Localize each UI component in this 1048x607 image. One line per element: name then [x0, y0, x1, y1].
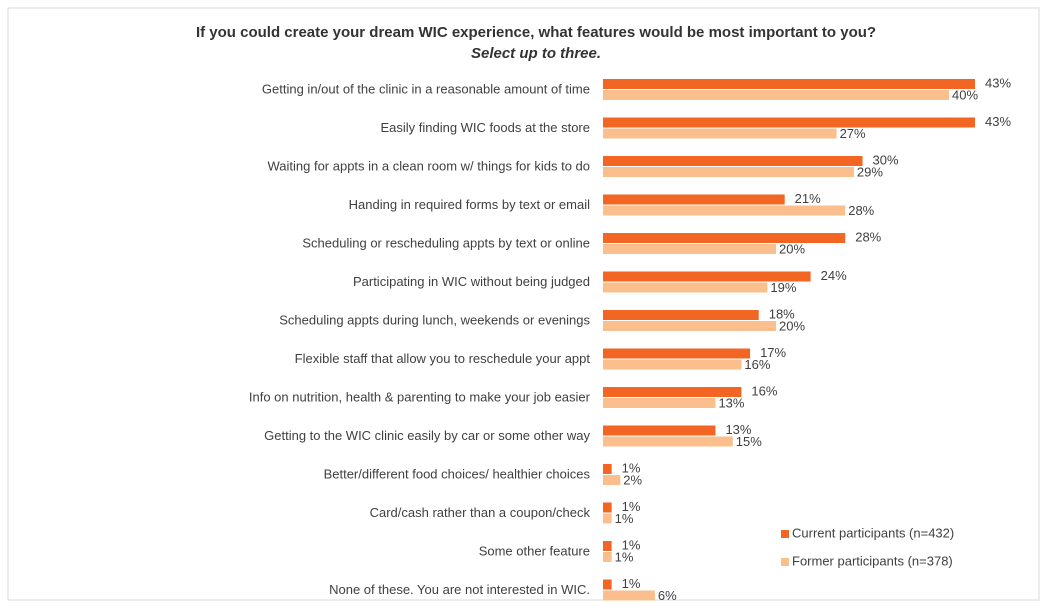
value-label: 30%: [873, 152, 899, 167]
value-label: 40%: [952, 87, 978, 102]
value-label: 20%: [779, 241, 805, 256]
bar: [603, 194, 785, 205]
bar: [603, 398, 716, 408]
bar: [603, 128, 837, 139]
value-label: 16%: [751, 383, 777, 398]
category-label: Scheduling or rescheduling appts by text…: [302, 235, 590, 250]
value-label: 24%: [821, 268, 847, 283]
bar: [603, 590, 655, 601]
bar: [603, 310, 759, 320]
bar: [603, 156, 863, 166]
value-label: 1%: [622, 460, 641, 475]
value-label: 1%: [622, 576, 641, 591]
category-label: Easily finding WIC foods at the store: [380, 120, 590, 135]
value-label: 29%: [857, 164, 883, 179]
value-label: 1%: [622, 499, 641, 514]
bar: [603, 464, 612, 474]
category-label: Better/different food choices/ healthier…: [324, 466, 591, 481]
category-label: Flexible staff that allow you to resched…: [295, 351, 591, 366]
bar: [603, 244, 777, 254]
category-label: Getting to the WIC clinic easily by car …: [264, 428, 590, 443]
value-label: 20%: [779, 318, 805, 333]
bar: [603, 436, 733, 447]
bar: [603, 359, 742, 370]
bar: [603, 425, 716, 436]
category-label: Scheduling appts during lunch, weekends …: [279, 312, 590, 327]
bar: [603, 541, 612, 551]
category-label: Waiting for appts in a clean room w/ thi…: [267, 158, 590, 173]
bar: [603, 117, 975, 128]
value-label: 1%: [615, 549, 634, 564]
bar: [603, 205, 846, 216]
value-label: 43%: [985, 75, 1011, 90]
value-label: 28%: [848, 203, 874, 218]
value-label: 1%: [615, 511, 634, 526]
chart-title: If you could create your dream WIC exper…: [196, 24, 876, 41]
bar: [603, 79, 975, 89]
chart-subtitle: Select up to three.: [471, 45, 601, 62]
bar: [603, 167, 854, 177]
value-label: 27%: [840, 126, 866, 141]
bar: [603, 513, 612, 524]
legend-swatch: [781, 530, 789, 538]
bar: [603, 321, 777, 331]
bar: [603, 579, 612, 590]
value-label: 18%: [769, 306, 795, 321]
value-label: 21%: [795, 191, 821, 206]
legend-label: Former participants (n=378): [792, 553, 953, 568]
value-label: 16%: [744, 357, 770, 372]
value-label: 13%: [718, 395, 744, 410]
bar: [603, 90, 950, 100]
value-label: 2%: [623, 472, 642, 487]
bar: [603, 475, 621, 485]
bar: [603, 271, 811, 282]
value-label: 1%: [622, 537, 641, 552]
legend-label: Current participants (n=432): [792, 525, 954, 540]
value-label: 15%: [736, 434, 762, 449]
value-label: 13%: [725, 422, 751, 437]
category-label: Participating in WIC without being judge…: [353, 274, 590, 289]
value-label: 17%: [760, 345, 786, 360]
value-label: 6%: [658, 588, 677, 603]
chart-border: [7, 7, 1040, 601]
category-label: None of these. You are not interested in…: [329, 582, 590, 597]
category-label: Handing in required forms by text or ema…: [349, 197, 590, 212]
category-label: Info on nutrition, health & parenting to…: [249, 389, 591, 404]
value-label: 43%: [985, 114, 1011, 129]
bar: [603, 348, 751, 359]
bar: [603, 282, 768, 293]
bar: [603, 552, 612, 562]
category-label: Getting in/out of the clinic in a reason…: [262, 81, 590, 96]
value-label: 28%: [855, 229, 881, 244]
bar: [603, 387, 742, 397]
legend-swatch: [781, 558, 789, 566]
bar: [603, 233, 846, 243]
bar: [603, 502, 612, 513]
category-label: Card/cash rather than a coupon/check: [370, 505, 591, 520]
value-label: 19%: [770, 280, 796, 295]
category-label: Some other feature: [479, 543, 590, 558]
